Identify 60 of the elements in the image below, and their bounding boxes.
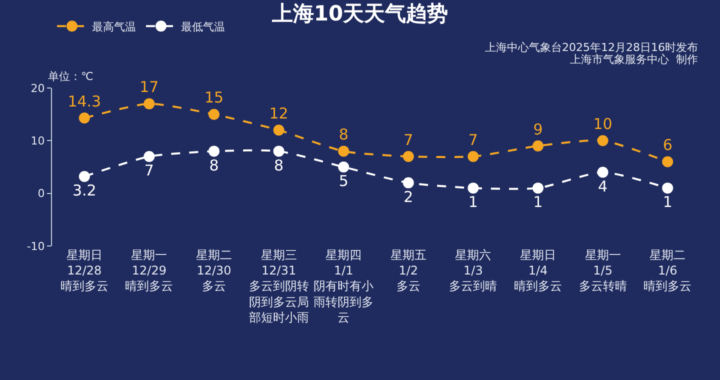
point	[208, 108, 220, 120]
point	[468, 150, 479, 162]
data-label: 14.3	[68, 92, 102, 110]
point	[597, 135, 608, 146]
text: 上海中心气象台2025年12月28日16时发布	[485, 41, 698, 54]
chart-title: 上海10天天气趋势	[270, 1, 448, 26]
point	[338, 146, 350, 157]
point	[78, 170, 90, 182]
legend-label: 最高气温	[92, 20, 136, 34]
point	[144, 98, 155, 110]
data-label: 10	[593, 115, 612, 134]
data-label: 7	[144, 162, 154, 180]
point	[208, 146, 220, 157]
point	[532, 140, 544, 152]
x-tick-label: 星期日 12/28 晴到多云	[60, 248, 108, 294]
x-tick-label: 星期二 1/6 晴到多云	[644, 248, 692, 294]
data-label: 8	[338, 126, 348, 144]
data-label: 8	[274, 156, 284, 174]
data-label: 6	[662, 136, 672, 154]
point	[402, 150, 414, 162]
data-label: 7	[468, 130, 478, 149]
x-tick-label: 星期六 1/3 多云到晴	[449, 248, 498, 294]
data-label: 1	[662, 193, 672, 212]
legend-label: 最低气温	[181, 20, 225, 34]
y-tick-label: 0	[38, 187, 45, 200]
data-label: 12	[269, 104, 288, 123]
point	[273, 146, 284, 157]
x-tick-label: 星期一 1/5 多云转晴	[578, 248, 627, 294]
text: 上海市气象服务中心 制作	[570, 53, 698, 66]
point	[662, 156, 674, 168]
x-tick-label: 星期三 12/31 多云到阴转阴到多云局部短时小雨	[248, 248, 309, 324]
y-axis-title: 单位：℃	[48, 70, 94, 83]
x-tick-label: 星期二 12/30 多云	[196, 248, 232, 294]
x-tick-label: 星期四 1/1 阴有时有小雨转阴到多云	[314, 248, 374, 324]
data-label: 17	[140, 78, 159, 96]
data-label: 7	[404, 130, 414, 149]
data-label: 4	[598, 177, 608, 196]
data-label: 5	[338, 172, 348, 190]
data-label: 9	[533, 120, 543, 138]
data-label: 15	[204, 88, 224, 107]
point	[338, 162, 350, 172]
y-tick-label: 10	[30, 134, 45, 148]
y-tick-label: 20	[30, 82, 45, 95]
point	[597, 166, 608, 178]
point	[468, 182, 479, 194]
point	[402, 177, 414, 188]
x-tick-label: 星期五 1/2 多云	[390, 248, 426, 294]
point	[273, 124, 284, 136]
y-tick-label: -10	[26, 240, 45, 253]
x-tick-label: 星期日 1/4 晴到多云	[514, 248, 562, 294]
point	[78, 112, 90, 124]
point	[144, 150, 155, 162]
data-label: 3.2	[72, 182, 96, 200]
x-tick-label: 星期一 12/29 晴到多云	[125, 248, 174, 294]
data-label: 1	[533, 193, 543, 212]
data-label: 2	[404, 188, 414, 206]
data-label: 8	[209, 156, 219, 174]
data-label: 1	[468, 193, 478, 212]
point	[662, 182, 674, 194]
point	[532, 182, 544, 194]
